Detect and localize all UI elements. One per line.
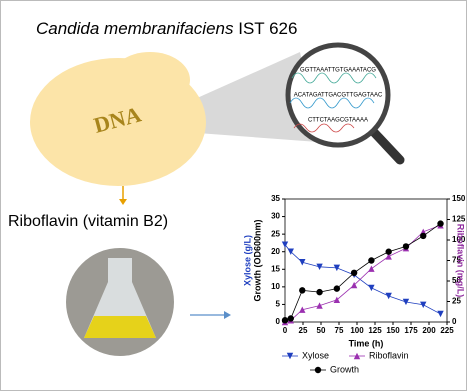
marker bbox=[333, 264, 341, 272]
yeast-cell bbox=[30, 58, 206, 186]
arrow-head bbox=[224, 311, 231, 319]
sequence: ACATAGATTGACGTTGAGTAAC bbox=[294, 93, 383, 99]
legend-marker bbox=[353, 352, 361, 360]
marker bbox=[333, 296, 341, 304]
y-tick-label: 0 bbox=[276, 317, 281, 326]
marker bbox=[350, 269, 358, 276]
marker bbox=[287, 315, 294, 322]
x-tick-label: 50 bbox=[317, 326, 326, 335]
x-tick-label: 0 bbox=[283, 326, 288, 335]
y-tick-label: 30 bbox=[271, 212, 280, 221]
y-tick-label: 5 bbox=[276, 300, 281, 309]
species: Candida membranifaciens bbox=[36, 19, 234, 38]
marker bbox=[402, 298, 410, 306]
x-tick-label: 225 bbox=[440, 326, 454, 335]
legend-marker bbox=[314, 366, 322, 374]
marker bbox=[385, 253, 392, 260]
y2-tick-label: 100 bbox=[452, 235, 466, 244]
marker bbox=[281, 241, 289, 248]
y-tick-label: 35 bbox=[271, 194, 280, 203]
arrow-head bbox=[119, 199, 127, 205]
y-axis-title: Growth (OD600nm) bbox=[252, 219, 262, 301]
legend-label: Xylose bbox=[302, 350, 329, 360]
marker bbox=[299, 259, 306, 266]
y2-tick-label: 150 bbox=[452, 194, 466, 203]
y2-tick-label: 125 bbox=[452, 215, 466, 224]
marker bbox=[316, 263, 323, 271]
marker bbox=[368, 265, 375, 272]
marker bbox=[316, 302, 323, 309]
x-tick-label: 75 bbox=[335, 326, 344, 335]
trace bbox=[291, 72, 377, 84]
marker bbox=[420, 301, 427, 308]
y-tick-label: 20 bbox=[271, 247, 280, 256]
y-tick-label: 15 bbox=[271, 264, 280, 273]
x-tick-label: 25 bbox=[299, 326, 308, 335]
y2-tick-label: 75 bbox=[452, 256, 461, 265]
x-tick-label: 150 bbox=[386, 326, 400, 335]
x-tick-label: 200 bbox=[422, 326, 436, 335]
marker bbox=[299, 287, 306, 294]
organism-title: Candida membranifaciens IST 626 bbox=[36, 19, 297, 38]
legend-marker bbox=[286, 352, 294, 360]
marker bbox=[420, 232, 427, 240]
marker bbox=[368, 257, 375, 264]
trace bbox=[293, 123, 355, 133]
strain: IST 626 bbox=[238, 19, 297, 38]
y2-tick-label: 50 bbox=[452, 276, 461, 285]
marker bbox=[287, 248, 294, 255]
y-tick-label: 10 bbox=[271, 282, 280, 291]
sequence: GGTTAAATTGTGAAATACG bbox=[300, 68, 376, 74]
marker bbox=[281, 317, 289, 324]
marker bbox=[316, 288, 323, 296]
marker bbox=[368, 284, 375, 292]
y2-axis-title: Riboflavin (mg/L) bbox=[456, 224, 466, 298]
y2-tick-label: 0 bbox=[452, 317, 457, 326]
magnifier-lens bbox=[285, 42, 391, 148]
y-axis-title: Xylose (g/L) bbox=[242, 235, 252, 286]
marker bbox=[385, 292, 392, 300]
x-tick-label: 100 bbox=[350, 326, 364, 335]
marker bbox=[402, 243, 410, 250]
legend-label: Riboflavin bbox=[369, 350, 409, 360]
product-label: Riboflavin (vitamin B2) bbox=[8, 213, 168, 230]
culture bbox=[84, 316, 156, 338]
marker bbox=[350, 281, 358, 289]
marker bbox=[437, 310, 444, 318]
x-tick-label: 175 bbox=[404, 326, 418, 335]
sequence: CTTCTAAGCGTAAAA bbox=[308, 118, 368, 124]
marker bbox=[299, 306, 306, 313]
marker bbox=[437, 220, 444, 227]
trace bbox=[289, 97, 375, 109]
legend-label: Growth bbox=[330, 364, 359, 374]
y2-tick-label: 25 bbox=[452, 297, 461, 306]
marker bbox=[333, 285, 341, 292]
x-tick-label: 125 bbox=[368, 326, 382, 335]
marker bbox=[385, 248, 392, 255]
y-tick-label: 25 bbox=[271, 229, 280, 238]
x-axis-title: Time (h) bbox=[349, 338, 384, 348]
magnifier-handle bbox=[365, 123, 405, 165]
